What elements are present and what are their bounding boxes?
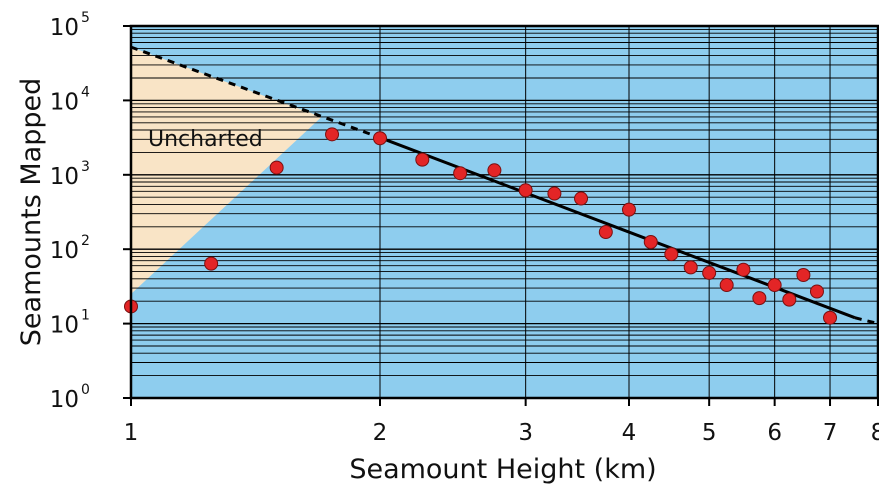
data-point — [782, 292, 797, 307]
data-point — [702, 265, 717, 280]
y-tick-label-base: 10 — [50, 387, 79, 413]
data-point — [325, 127, 340, 142]
x-tick-label: 2 — [373, 420, 388, 446]
y-tick-label-exponent: 4 — [81, 84, 90, 100]
y-tick-label-base: 10 — [50, 238, 79, 264]
x-tick-label: 5 — [702, 420, 717, 446]
data-point — [823, 310, 838, 325]
x-tick-label: 7 — [823, 420, 838, 446]
y-tick-label-base: 10 — [50, 164, 79, 190]
y-tick-label-base: 10 — [50, 89, 79, 115]
data-point — [518, 183, 533, 198]
y-tick-label-exponent: 3 — [81, 159, 90, 175]
data-point — [643, 234, 658, 249]
uncharted-label: Uncharted — [148, 127, 263, 152]
data-point — [622, 202, 636, 217]
plot-frame — [129, 24, 879, 400]
data-point — [373, 131, 387, 146]
data-point — [204, 256, 219, 271]
data-point — [796, 268, 811, 283]
x-tick-label: 3 — [518, 420, 533, 446]
x-tick-label: 4 — [622, 420, 637, 446]
data-point — [736, 262, 751, 277]
data-point — [598, 225, 613, 240]
data-point — [767, 278, 782, 293]
y-tick-label-exponent: 2 — [81, 233, 90, 249]
data-point — [683, 260, 698, 275]
y-tick-label-exponent: 1 — [81, 308, 90, 324]
y-tick-label-exponent: 0 — [81, 382, 90, 398]
plot-area: Uncharted — [124, 24, 879, 400]
fit-line-dashed-right — [854, 316, 879, 326]
data-point — [664, 247, 679, 262]
data-point — [752, 291, 767, 306]
fit-line-dashed-left — [130, 45, 381, 140]
y-tick-label-base: 10 — [50, 313, 79, 339]
uncharted-region — [131, 47, 322, 294]
x-tick-label: 8 — [871, 420, 879, 446]
data-point — [415, 152, 430, 167]
y-tick-label-exponent: 5 — [81, 10, 90, 26]
data-point — [809, 284, 824, 299]
data-point — [487, 163, 502, 178]
y-tick-label-base: 10 — [50, 15, 79, 41]
data-point — [269, 160, 284, 175]
plot-background — [131, 26, 878, 398]
x-axis-title: Seamount Height (km) — [349, 454, 656, 485]
data-point — [547, 186, 562, 201]
x-tick-label: 6 — [767, 420, 782, 446]
x-tick-label: 1 — [124, 420, 139, 446]
y-axis-title: Seamounts Mapped — [16, 78, 47, 346]
data-point — [574, 191, 589, 206]
data-point — [719, 278, 734, 293]
data-point — [453, 166, 468, 181]
